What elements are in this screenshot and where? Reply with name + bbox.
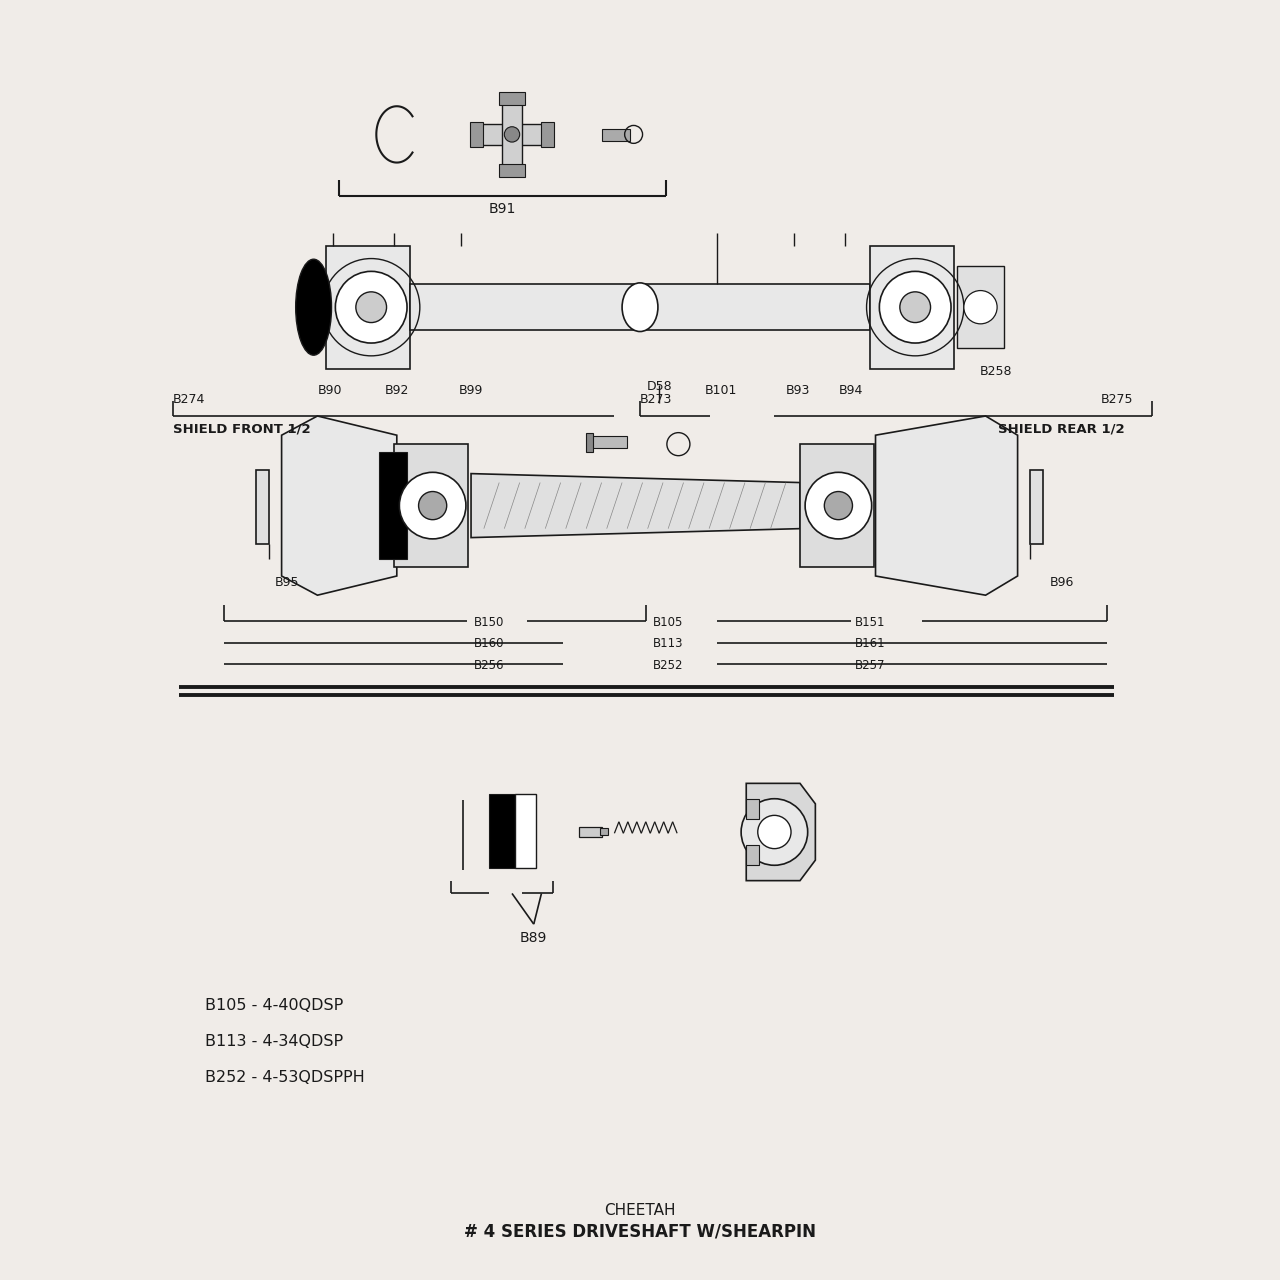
Bar — [957, 266, 1004, 348]
Text: B257: B257 — [855, 659, 886, 672]
Polygon shape — [282, 416, 397, 595]
Circle shape — [758, 815, 791, 849]
Circle shape — [419, 492, 447, 520]
Polygon shape — [876, 416, 1018, 595]
Bar — [256, 470, 269, 544]
Ellipse shape — [622, 283, 658, 332]
Text: B92: B92 — [384, 384, 410, 397]
Text: B256: B256 — [474, 659, 504, 672]
Circle shape — [399, 472, 466, 539]
Text: B95: B95 — [275, 576, 300, 589]
Text: CHEETAH: CHEETAH — [604, 1203, 676, 1219]
Circle shape — [335, 271, 407, 343]
Text: B96: B96 — [1050, 576, 1074, 589]
Bar — [326, 246, 410, 369]
Bar — [502, 102, 522, 166]
Bar — [394, 444, 468, 567]
Polygon shape — [471, 474, 800, 538]
Text: B99: B99 — [458, 384, 484, 397]
Bar — [499, 164, 525, 177]
Text: B252: B252 — [653, 659, 684, 672]
Text: B89: B89 — [520, 931, 548, 945]
Bar — [591, 436, 627, 448]
Bar — [602, 129, 630, 141]
Text: B94: B94 — [838, 384, 864, 397]
Text: B258: B258 — [979, 365, 1012, 378]
Text: B274: B274 — [173, 393, 205, 406]
Bar — [586, 433, 593, 452]
Circle shape — [504, 127, 520, 142]
Bar — [746, 845, 759, 865]
Bar — [480, 124, 544, 145]
Text: B160: B160 — [474, 637, 504, 650]
Text: B150: B150 — [474, 616, 504, 628]
Text: D58: D58 — [646, 380, 672, 393]
Circle shape — [900, 292, 931, 323]
Text: B93: B93 — [785, 384, 810, 397]
Text: B151: B151 — [855, 616, 886, 628]
Text: SHIELD REAR 1/2: SHIELD REAR 1/2 — [998, 422, 1125, 435]
Polygon shape — [746, 783, 815, 881]
Bar — [489, 794, 515, 868]
Circle shape — [805, 472, 872, 539]
Bar — [410, 284, 870, 330]
Bar — [541, 122, 554, 147]
Text: B101: B101 — [704, 384, 737, 397]
Text: B273: B273 — [640, 393, 672, 406]
Text: B90: B90 — [317, 384, 343, 397]
Text: B113: B113 — [653, 637, 684, 650]
Bar — [870, 246, 954, 369]
Bar — [579, 827, 602, 837]
Text: B105 - 4-40QDSP: B105 - 4-40QDSP — [205, 998, 343, 1014]
Bar — [600, 828, 608, 835]
Circle shape — [356, 292, 387, 323]
Ellipse shape — [296, 260, 332, 356]
Text: # 4 SERIES DRIVESHAFT W/SHEARPIN: # 4 SERIES DRIVESHAFT W/SHEARPIN — [465, 1222, 817, 1240]
Bar — [800, 444, 874, 567]
Text: B113 - 4-34QDSP: B113 - 4-34QDSP — [205, 1034, 343, 1050]
Text: B105: B105 — [653, 616, 684, 628]
Bar — [515, 794, 536, 868]
Bar — [1030, 470, 1043, 544]
Circle shape — [879, 271, 951, 343]
Circle shape — [824, 492, 852, 520]
Text: B252 - 4-53QDSPPH: B252 - 4-53QDSPPH — [205, 1070, 365, 1085]
Circle shape — [741, 799, 808, 865]
Text: B275: B275 — [1101, 393, 1133, 406]
Text: SHIELD FRONT 1/2: SHIELD FRONT 1/2 — [173, 422, 311, 435]
Text: B91: B91 — [489, 202, 516, 216]
Bar — [379, 452, 407, 559]
Circle shape — [964, 291, 997, 324]
Bar — [746, 799, 759, 819]
Bar — [470, 122, 483, 147]
Text: B161: B161 — [855, 637, 886, 650]
Bar — [499, 92, 525, 105]
